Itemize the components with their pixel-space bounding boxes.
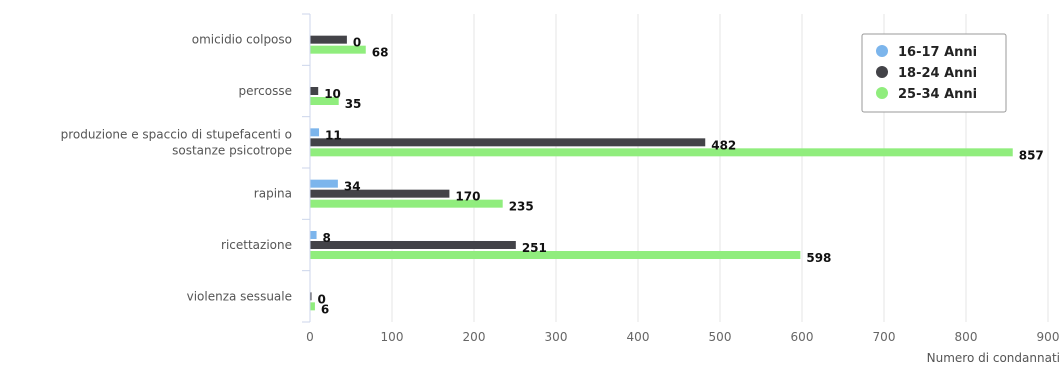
data-labels: 11 34 8 0 10 482 170 251 0 68 35 857 235 598 6 [318, 36, 1044, 317]
data-label: 68 [372, 46, 389, 60]
legend-marker-icon [876, 45, 888, 57]
bar[interactable] [310, 179, 338, 188]
data-label: 0 [353, 36, 361, 50]
x-tick-label: 100 [381, 330, 404, 344]
legend-item[interactable]: 25-34 Anni [876, 87, 977, 102]
data-label: 35 [345, 97, 362, 111]
bar[interactable] [310, 35, 347, 44]
x-tick-label: 300 [545, 330, 568, 344]
category-label: produzione e spaccio di stupefacenti o [61, 127, 292, 141]
x-tick-label: 700 [873, 330, 896, 344]
bar[interactable] [310, 241, 516, 249]
data-label: 6 [321, 302, 329, 316]
bar[interactable] [310, 138, 706, 147]
bar[interactable] [310, 302, 315, 311]
data-label: 10 [324, 87, 341, 101]
legend-label: 16-17 Anni [898, 45, 977, 60]
x-tick-label: 800 [955, 330, 978, 344]
bar[interactable] [310, 189, 450, 198]
legend-label: 25-34 Anni [898, 87, 977, 102]
category-label: rapina [254, 187, 292, 201]
data-label: 482 [711, 138, 736, 152]
legend-item[interactable]: 18-24 Anni [876, 66, 977, 81]
bar[interactable] [310, 231, 317, 239]
data-label: 170 [455, 190, 480, 204]
x-tick-label: 600 [791, 330, 814, 344]
category-label: omicidio colposo [192, 33, 292, 47]
data-label: 0 [318, 292, 326, 306]
grid-lines [309, 14, 1049, 322]
x-tick-label: 500 [709, 330, 732, 344]
bar[interactable] [310, 292, 312, 301]
bar[interactable] [310, 148, 1013, 157]
data-label: 598 [806, 251, 831, 265]
bar[interactable] [310, 251, 801, 259]
bar[interactable] [310, 128, 320, 137]
x-tick-label: 400 [627, 330, 650, 344]
legend-marker-icon [876, 66, 888, 78]
category-label: sostanze psicotrope [172, 143, 292, 157]
bar[interactable] [310, 97, 339, 105]
bars [310, 35, 1013, 311]
data-label: 8 [323, 231, 331, 245]
x-tick-label: 900 [1037, 330, 1060, 344]
legend[interactable]: 16-17 Anni 18-24 Anni 25-34 Anni [861, 33, 1007, 113]
x-axis-title: Numero di condannati [927, 351, 1060, 365]
category-label: percosse [239, 84, 293, 98]
data-label: 11 [325, 128, 342, 142]
bar[interactable] [310, 45, 366, 54]
x-tick-label: 200 [463, 330, 486, 344]
data-label: 235 [509, 200, 534, 214]
x-tick-label: 0 [306, 330, 314, 344]
bar[interactable] [310, 87, 319, 95]
category-label: violenza sessuale [187, 289, 292, 303]
data-label: 857 [1019, 148, 1044, 162]
bar[interactable] [310, 199, 503, 208]
data-label: 251 [522, 241, 547, 255]
legend-marker-icon [876, 87, 888, 99]
legend-item[interactable]: 16-17 Anni [876, 45, 977, 60]
legend-label: 18-24 Anni [898, 66, 977, 81]
category-label: ricettazione [221, 238, 292, 252]
legend-box [861, 33, 1007, 113]
data-label: 34 [344, 180, 361, 194]
